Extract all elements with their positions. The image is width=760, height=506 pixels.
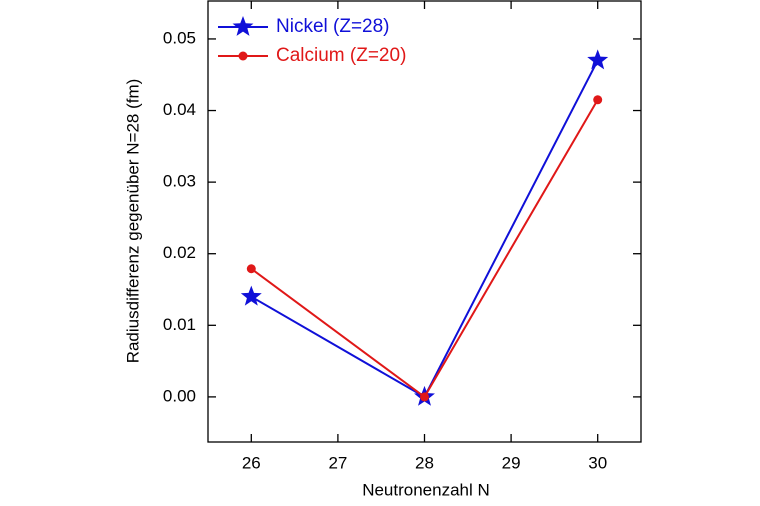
series-line bbox=[250, 59, 599, 399]
y-tick-label: 0.00 bbox=[163, 386, 196, 405]
x-tick-label: 26 bbox=[242, 453, 261, 472]
x-axis-label: Neutronenzahl N bbox=[362, 480, 490, 499]
x-tick-label: 29 bbox=[502, 453, 521, 472]
star-marker bbox=[232, 16, 254, 36]
star-marker bbox=[587, 49, 609, 70]
plot-frame bbox=[207, 0, 642, 443]
y-tick-label: 0.04 bbox=[163, 100, 196, 119]
circle-marker bbox=[420, 392, 429, 402]
y-tick-label: 0.02 bbox=[163, 243, 196, 262]
y-tick-label: 0.05 bbox=[163, 28, 196, 47]
y-axis-label: Radiusdifferenz gegenüber N=28 (fm) bbox=[123, 79, 142, 364]
star-marker bbox=[240, 285, 262, 306]
x-tick-label: 27 bbox=[328, 453, 347, 472]
y-tick-label: 0.03 bbox=[163, 172, 196, 191]
legend-label: Nickel (Z=28) bbox=[276, 16, 390, 37]
circle-marker bbox=[246, 264, 256, 274]
x-tick-label: 30 bbox=[588, 453, 607, 472]
y-tick-label: 0.01 bbox=[163, 315, 196, 334]
circle-marker bbox=[238, 51, 248, 61]
series-line bbox=[250, 99, 599, 399]
circle-marker bbox=[593, 95, 603, 105]
x-tick-label: 28 bbox=[415, 453, 434, 472]
legend-label: Calcium (Z=20) bbox=[276, 45, 406, 66]
